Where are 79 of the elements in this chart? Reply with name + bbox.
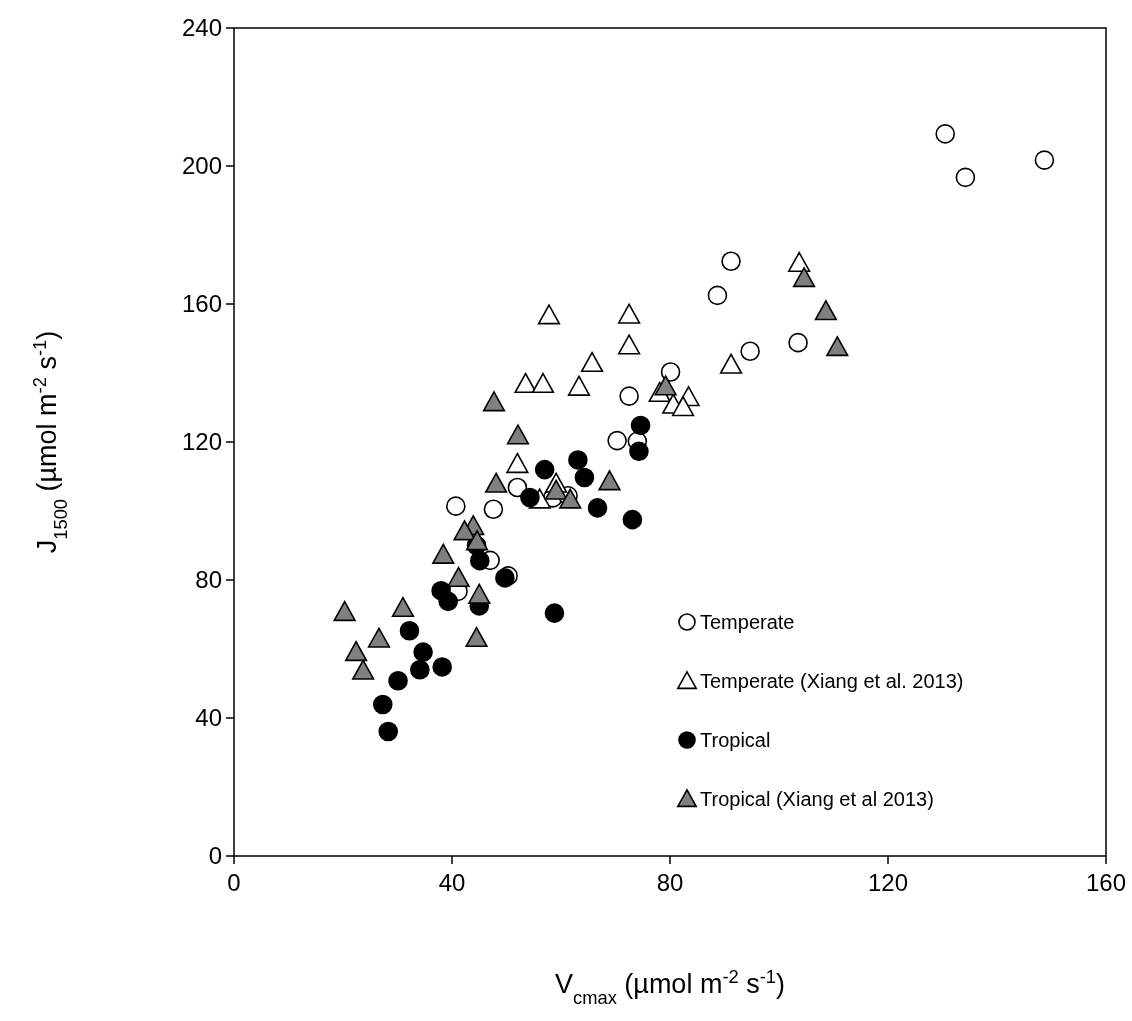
- point: [814, 300, 838, 321]
- point: [432, 543, 455, 564]
- point: [955, 167, 976, 188]
- point: [826, 335, 849, 357]
- point: [446, 496, 466, 516]
- point: [630, 415, 651, 436]
- x-tick-label: 80: [656, 869, 684, 896]
- point: [935, 124, 956, 144]
- point: [654, 375, 677, 396]
- y-tick-label: 120: [181, 428, 222, 455]
- point: [447, 566, 470, 588]
- point: [391, 596, 415, 618]
- point: [660, 362, 681, 382]
- y-tick-label: 80: [195, 566, 222, 593]
- point: [413, 642, 433, 662]
- x-tick-label: 120: [867, 869, 909, 896]
- point: [537, 304, 561, 325]
- x-axis-title: V$_{cmax}$ (µmol m$^{-2}$ s$^{-1}$): [554, 965, 786, 1008]
- point: [367, 627, 391, 648]
- point: [788, 251, 811, 273]
- point: [453, 520, 476, 541]
- point: [482, 391, 506, 412]
- point: [629, 441, 649, 462]
- point: [520, 487, 540, 508]
- point: [432, 657, 452, 677]
- x-tick-label: 160: [1085, 869, 1127, 896]
- point: [721, 251, 741, 272]
- point: [740, 341, 760, 362]
- point: [484, 472, 508, 493]
- point: [470, 550, 490, 571]
- point: [534, 459, 555, 480]
- x-tick-label: 0: [227, 869, 241, 896]
- y-tick-label: 240: [181, 14, 222, 41]
- point: [344, 640, 368, 662]
- point: [568, 450, 588, 470]
- point: [465, 626, 488, 648]
- legend-label: Temperate: [700, 611, 795, 633]
- legend-label: Temperate (Xiang et al. 2013): [700, 670, 964, 692]
- point: [719, 353, 743, 374]
- point: [792, 266, 816, 288]
- point: [671, 396, 695, 417]
- point: [506, 424, 530, 445]
- y-tick-label: 160: [181, 290, 222, 317]
- x-tick-label: 40: [438, 869, 466, 896]
- point: [468, 583, 491, 604]
- point: [507, 477, 528, 498]
- point: [352, 659, 375, 680]
- legend-label: Tropical (Xiang et al 2013): [700, 788, 934, 810]
- point: [399, 620, 420, 641]
- point: [483, 499, 504, 520]
- point: [465, 530, 489, 551]
- point: [438, 591, 458, 612]
- point: [567, 375, 591, 396]
- point: [372, 694, 393, 715]
- point: [587, 498, 608, 518]
- point: [544, 603, 565, 623]
- point: [514, 372, 537, 394]
- point: [333, 600, 356, 622]
- point: [531, 372, 555, 394]
- point: [617, 303, 641, 324]
- point: [607, 430, 627, 451]
- point: [619, 386, 639, 406]
- point: [506, 452, 529, 474]
- point: [410, 659, 430, 680]
- y-tick-label: 40: [195, 704, 222, 731]
- point: [598, 470, 621, 491]
- point: [574, 467, 595, 488]
- point: [622, 509, 643, 530]
- point: [617, 334, 641, 355]
- legend-label: Tropical: [700, 729, 771, 751]
- point: [580, 351, 604, 373]
- point: [788, 332, 808, 353]
- point: [388, 670, 408, 691]
- y-tick-label: 0: [208, 842, 222, 869]
- point: [1034, 150, 1055, 170]
- point: [544, 479, 568, 500]
- y-tick-label: 200: [181, 152, 222, 179]
- point: [707, 285, 728, 306]
- point: [378, 721, 399, 742]
